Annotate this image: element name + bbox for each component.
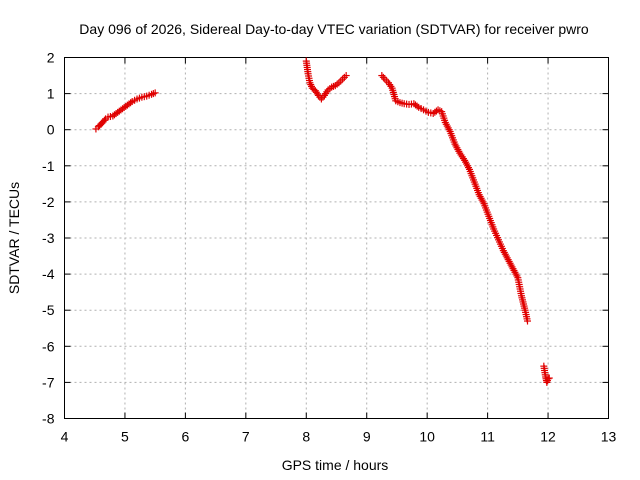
data-point [544, 375, 552, 383]
grid-layer [64, 57, 609, 419]
x-tick-label: 5 [121, 429, 129, 445]
data-point [100, 116, 108, 124]
x-tick-label: 7 [242, 429, 250, 445]
y-tick-label: -4 [42, 266, 55, 282]
y-tick-labels: -8 -7 -6 -5 -4 -3 -2 -1 0 1 2 [42, 50, 55, 427]
y-tick-label: -5 [42, 302, 55, 318]
x-tick-label: 8 [302, 429, 310, 445]
y-tick-label: -7 [42, 374, 55, 390]
y-tick-label: -8 [42, 411, 55, 427]
data-point [337, 77, 345, 85]
y-tick-label: 1 [47, 86, 55, 102]
x-tick-label: 12 [540, 429, 556, 445]
x-tick-labels: 4 5 6 7 8 9 10 11 12 13 [61, 429, 617, 445]
y-axis-title: SDTVAR / TECUs [6, 182, 22, 294]
x-tick-label: 13 [601, 429, 617, 445]
data-point [379, 73, 387, 81]
y-tick-label: -6 [42, 338, 55, 354]
y-tick-label: -1 [42, 158, 55, 174]
data-point [307, 81, 315, 89]
x-tick-label: 9 [363, 429, 371, 445]
x-tick-label: 6 [181, 429, 189, 445]
y-tick-label: 0 [47, 122, 55, 138]
y-tick-label: -2 [42, 194, 55, 210]
data-points [92, 57, 553, 386]
y-tick-label: 2 [47, 50, 55, 66]
x-tick-label: 11 [480, 429, 495, 445]
data-point [127, 99, 135, 107]
data-point [151, 89, 159, 97]
data-point [342, 72, 350, 80]
data-point [413, 102, 421, 110]
data-point [524, 317, 532, 325]
y-tick-label: -3 [42, 230, 55, 246]
x-tick-label: 10 [419, 429, 435, 445]
data-point [339, 75, 347, 83]
x-axis-title: GPS time / hours [282, 457, 389, 473]
x-tick-label: 4 [61, 429, 69, 445]
data-point [149, 90, 157, 98]
data-point [340, 73, 348, 81]
chart-title: Day 096 of 2026, Sidereal Day-to-day VTE… [79, 21, 589, 37]
data-point [545, 374, 553, 382]
